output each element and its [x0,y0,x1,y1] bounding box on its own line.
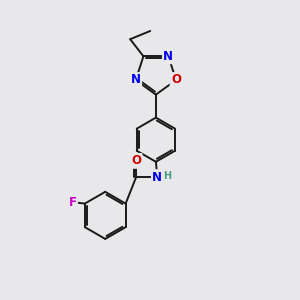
Text: O: O [131,154,141,167]
Text: F: F [68,196,76,208]
Text: N: N [163,50,173,63]
Text: O: O [171,74,181,86]
Text: N: N [131,74,141,86]
Text: N: N [152,171,162,184]
Text: H: H [163,171,171,181]
